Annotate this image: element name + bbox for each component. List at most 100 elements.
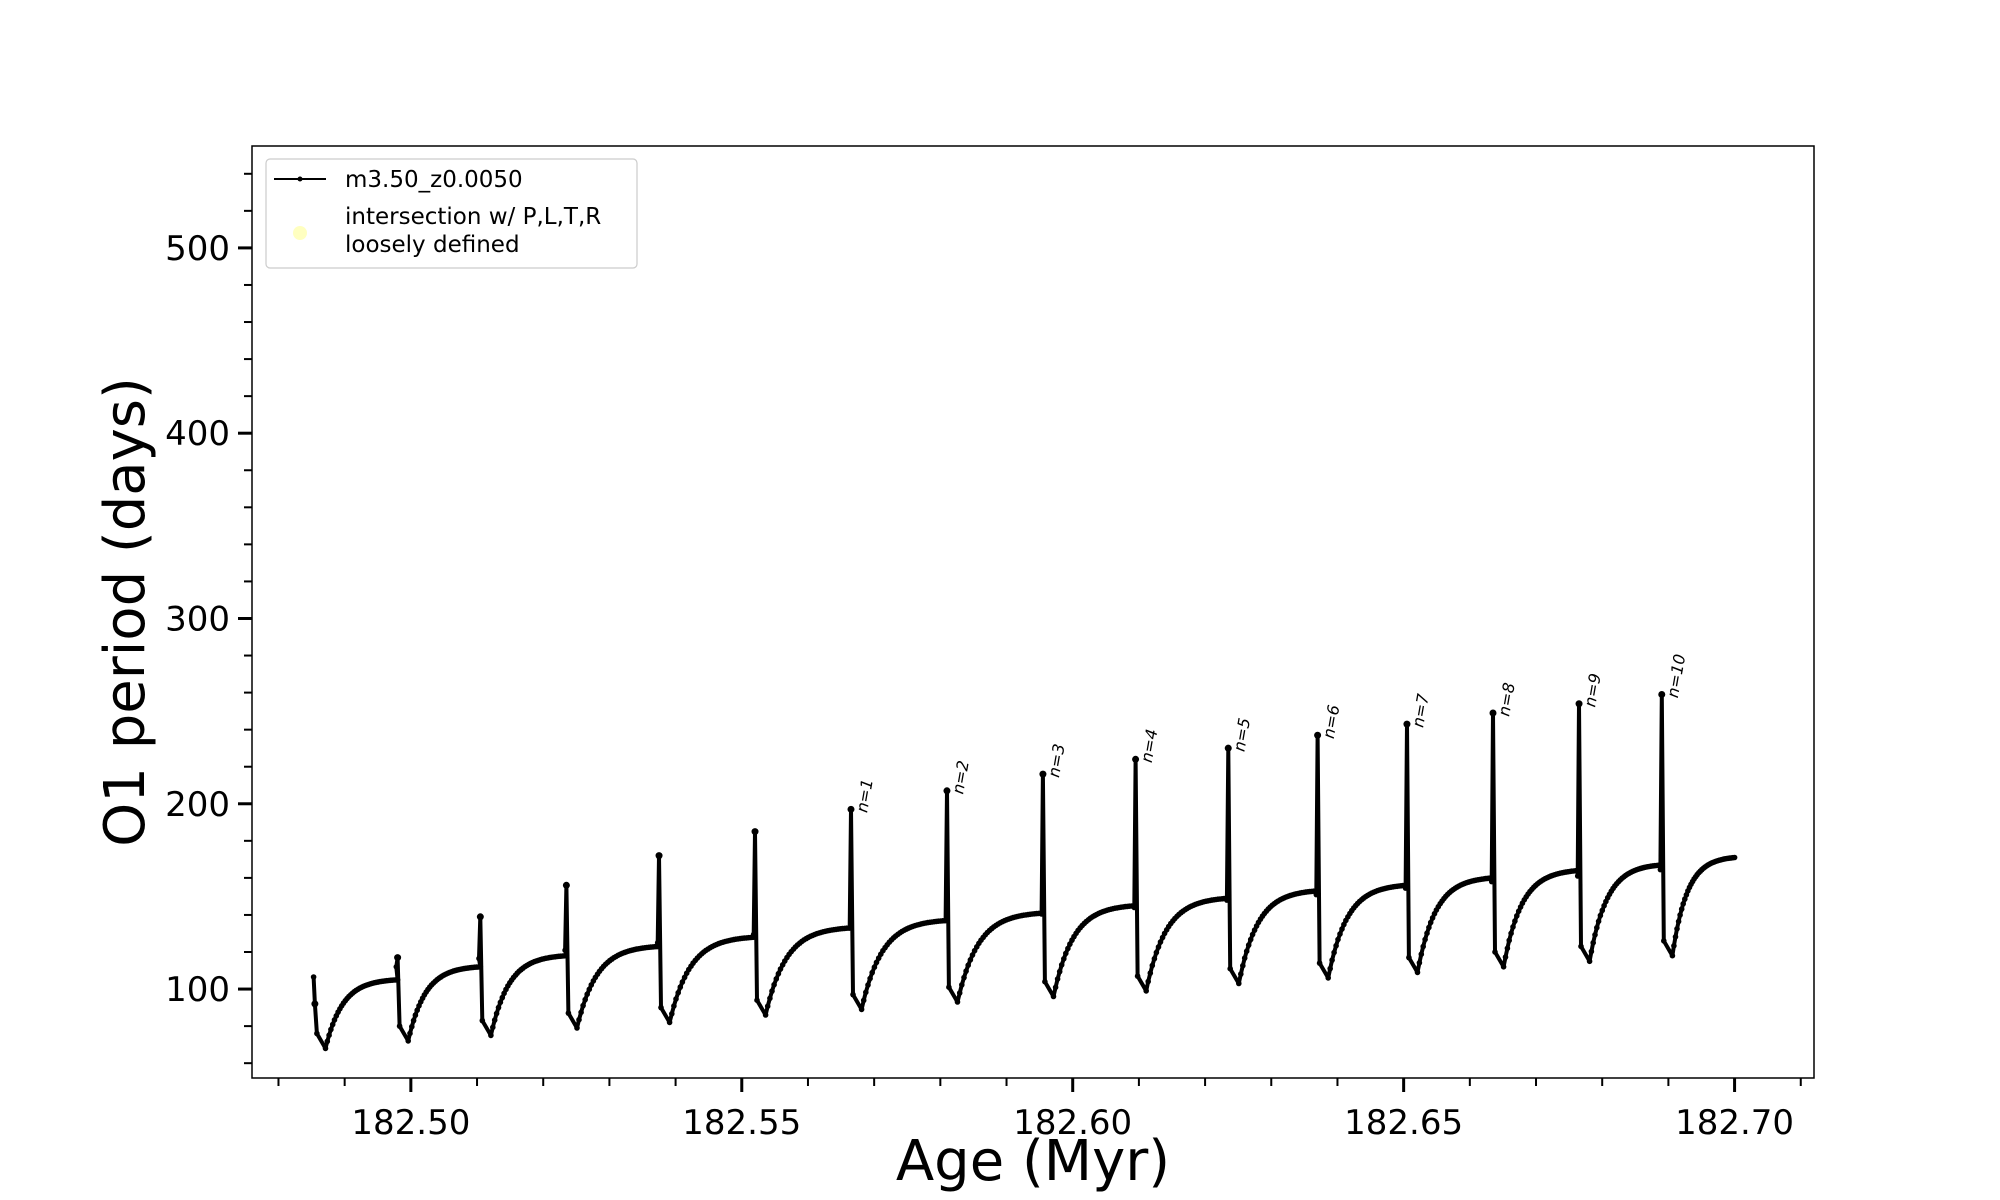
data-point: [1333, 942, 1339, 949]
data-point: [1249, 931, 1256, 938]
pulse-label: n=10: [1663, 653, 1689, 700]
data-point: [873, 959, 880, 966]
pulse-label: n=8: [1494, 681, 1519, 718]
data-point: [1243, 948, 1250, 954]
data-point: [394, 977, 401, 983]
data-point: [314, 1030, 320, 1037]
y-tick-label: 200: [165, 785, 230, 825]
data-point: [1731, 854, 1738, 861]
data-point: [412, 1012, 419, 1018]
data-point: [1422, 936, 1428, 943]
data-point: [1661, 938, 1667, 944]
data-point: [669, 1011, 675, 1017]
data-point: [1241, 955, 1248, 961]
data-point: [409, 1023, 415, 1030]
data-point: [1134, 973, 1141, 979]
data-point: [1426, 924, 1432, 931]
data-point: [580, 1002, 586, 1009]
data-point: [1151, 955, 1158, 962]
pulse-label: n=9: [1580, 672, 1605, 709]
data-point: [1402, 885, 1409, 891]
data-point: [1414, 969, 1421, 976]
axis-ticks: 182.50 182.55 182.60 182.65 182.70 100 200 300 4…: [165, 172, 1802, 1143]
data-point: [673, 996, 679, 1002]
data-point: [771, 981, 777, 988]
data-point: [1669, 952, 1676, 959]
data-point: [850, 991, 856, 998]
data-point: [1578, 943, 1584, 950]
data-point: [658, 1004, 664, 1011]
data-point: [954, 999, 961, 1005]
pulse-label: n=7: [1408, 691, 1433, 728]
spike-point: [476, 913, 484, 921]
data-point: [1576, 867, 1582, 874]
spike-point: [1224, 744, 1232, 752]
spike-point: [1403, 720, 1411, 728]
data-point: [867, 975, 873, 982]
data-point: [493, 1010, 500, 1017]
legend-box: [265, 158, 638, 269]
data-point: [584, 991, 590, 997]
data-point: [405, 1038, 412, 1044]
data-point: [1680, 901, 1686, 907]
data-point: [407, 1030, 413, 1037]
data-point: [324, 1038, 331, 1045]
spike-point: [1132, 755, 1140, 763]
data-point: [578, 1009, 584, 1016]
data-point: [679, 979, 686, 985]
data-point: [310, 974, 317, 980]
legend-series-label: m3.50_z0.0050: [345, 167, 523, 193]
data-point: [671, 1003, 677, 1009]
data-point: [414, 1007, 421, 1013]
data-point: [1429, 915, 1436, 921]
x-tick-label: 182.60: [1013, 1103, 1132, 1143]
data-point: [1597, 912, 1604, 919]
data-point: [1145, 978, 1151, 985]
data-point: [1502, 954, 1509, 960]
data-point: [1236, 980, 1242, 987]
data-point: [846, 925, 853, 931]
pulse-label: n=4: [1137, 727, 1162, 764]
data-point: [956, 990, 963, 996]
pulse-label: n=1: [852, 777, 877, 814]
data-point: [1424, 930, 1430, 936]
pulse-label: n=2: [948, 759, 973, 796]
data-point: [1042, 978, 1048, 985]
data-point: [1508, 930, 1514, 937]
legend-intersection-line-1: intersection w/ P,L,T,R: [345, 204, 601, 230]
data-point: [1657, 866, 1664, 873]
data-point: [750, 931, 757, 938]
pulse-label: n=3: [1044, 742, 1069, 779]
data-point: [499, 994, 506, 1001]
data-point: [1588, 948, 1595, 955]
data-point: [1339, 926, 1345, 932]
data-point: [329, 1021, 336, 1028]
data-point: [762, 1012, 769, 1018]
data-point: [863, 989, 869, 996]
data-point: [1155, 944, 1162, 950]
data-point: [1038, 911, 1045, 917]
data-point: [1514, 913, 1520, 919]
data-point: [326, 1032, 332, 1038]
y-tick-label: 400: [165, 414, 230, 454]
data-point: [969, 952, 976, 958]
data-point: [322, 1045, 329, 1052]
data-point: [963, 968, 969, 974]
pulse-labels: n=1 n=2 n=3 n=4 n=5 n=6 n=7 n=8 n=9 n=10: [852, 653, 1689, 814]
legend-intersection-swatch: [293, 226, 307, 240]
data-point: [959, 982, 965, 988]
spike-point: [394, 954, 402, 962]
data-point: [562, 947, 568, 953]
data-point: [1058, 962, 1065, 968]
data-point: [490, 1024, 496, 1031]
data-point: [1586, 958, 1593, 965]
data-point: [961, 974, 967, 981]
data-point: [777, 966, 784, 972]
data-point: [477, 964, 484, 970]
data-point: [1594, 924, 1600, 931]
data-point: [1677, 912, 1683, 918]
data-point: [865, 982, 871, 988]
data-point: [488, 1032, 494, 1039]
data-point: [1682, 896, 1688, 902]
data-point: [1050, 993, 1057, 1000]
